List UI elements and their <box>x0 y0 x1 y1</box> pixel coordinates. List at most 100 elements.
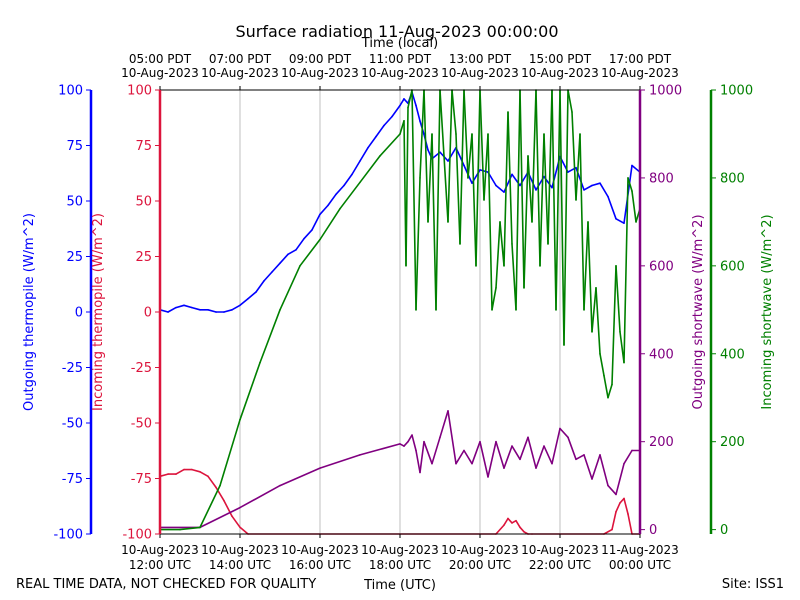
axis-tick-label: 75 <box>66 139 83 154</box>
line-segment <box>439 89 445 157</box>
line-segment <box>403 98 409 105</box>
line-segment <box>259 308 281 364</box>
line-segment <box>511 445 521 461</box>
line-segment <box>239 297 249 307</box>
bottom-tick-time: 00:00 UTC <box>609 558 671 572</box>
axis-tick-label: 100 <box>127 84 152 99</box>
axis-tick-label: 800 <box>649 171 674 186</box>
bottom-tick-date: 11-Aug-2023 <box>601 543 679 557</box>
line-segment <box>519 89 525 289</box>
axis-tick-label: 25 <box>135 250 152 265</box>
line-segment <box>551 427 561 465</box>
line-segment <box>435 89 441 311</box>
line-segment <box>499 221 505 267</box>
axis-tick-label: 0 <box>720 523 728 538</box>
line-segment <box>631 190 637 223</box>
line-segment <box>391 104 401 118</box>
line-segment <box>403 440 409 447</box>
line-segment <box>543 133 549 245</box>
bottom-tick-time: 12:00 UTC <box>129 558 191 572</box>
axis-title: Incoming thermopile (W/m^2) <box>91 213 106 411</box>
series-outgoing-shortwave <box>159 410 641 529</box>
axis-tick-label: 200 <box>649 435 674 450</box>
line-segment <box>415 104 421 122</box>
bottom-tick-date: 10-Aug-2023 <box>121 543 199 557</box>
line-segment <box>279 264 301 311</box>
axis-title: Outgoing shortwave (W/m^2) <box>691 214 706 409</box>
line-segment <box>287 249 297 256</box>
top-tick-time: 09:00 PDT <box>289 52 352 66</box>
line-segment <box>583 454 593 480</box>
line-segment <box>443 155 449 223</box>
line-segment <box>527 436 537 469</box>
line-segment <box>319 204 329 216</box>
axis-tick-label: 75 <box>135 139 152 154</box>
axis-tick-label: 600 <box>720 259 745 274</box>
line-segment <box>555 89 561 311</box>
line-segment <box>471 133 477 267</box>
line-segment <box>343 173 353 187</box>
line-segment <box>575 454 585 461</box>
line-segment <box>367 135 377 149</box>
line-segment <box>631 164 641 173</box>
footer-quality-note: REAL TIME DATA, NOT CHECKED FOR QUALITY <box>16 577 316 592</box>
line-segment <box>607 484 617 496</box>
line-segment <box>319 207 341 241</box>
line-segment <box>159 473 169 478</box>
line-segment <box>407 434 413 443</box>
line-segment <box>199 506 241 529</box>
line-segment <box>247 291 257 300</box>
axis-in-sw: 0 200 400 600 800 1000 Incoming shortwave (W/m… <box>709 84 775 538</box>
line-segment <box>523 155 529 289</box>
line-segment <box>615 502 621 513</box>
line-segment <box>167 306 177 313</box>
line-segment <box>159 308 169 313</box>
line-segment <box>543 445 553 465</box>
axis-tick-label: 400 <box>649 347 674 362</box>
top-tick-time: 17:00 PDT <box>609 52 672 66</box>
line-segment <box>207 475 217 489</box>
line-segment <box>319 454 361 469</box>
top-tick-date: 10-Aug-2023 <box>601 66 679 80</box>
line-segment <box>231 515 241 529</box>
line-segment <box>547 89 553 245</box>
line-segment <box>619 497 625 504</box>
line-segment <box>295 237 305 251</box>
line-segment <box>405 106 409 267</box>
line-segment <box>451 89 457 135</box>
line-segment <box>179 526 201 531</box>
line-segment <box>587 221 593 333</box>
line-segment <box>531 89 537 223</box>
top-tick-time: 13:00 PDT <box>449 52 512 66</box>
line-segment <box>519 436 529 461</box>
line-segment <box>503 517 509 526</box>
line-segment <box>431 133 437 311</box>
axis-tick-label: -50 <box>131 417 152 432</box>
axis-tick-label: 0 <box>144 306 152 321</box>
line-segment <box>199 484 221 529</box>
axis-tick-label: -100 <box>122 528 152 543</box>
line-segment <box>567 89 573 113</box>
line-segment <box>411 434 417 452</box>
line-segment <box>339 181 361 210</box>
bottom-tick-time: 22:00 UTC <box>529 558 591 572</box>
bottom-tick-time: 18:00 UTC <box>369 558 431 572</box>
line-segment <box>583 184 593 191</box>
line-segment <box>503 445 513 469</box>
line-segment <box>175 468 185 475</box>
axis-tick-label: 0 <box>649 523 657 538</box>
top-tick-time: 05:00 PDT <box>129 52 192 66</box>
line-segment <box>431 436 441 465</box>
axis-tick-label: -50 <box>62 417 83 432</box>
line-segment <box>623 177 629 364</box>
line-segment <box>467 133 473 179</box>
line-segment <box>447 410 457 465</box>
line-segment <box>579 133 585 311</box>
line-segment <box>463 89 469 179</box>
line-segment <box>539 133 545 267</box>
line-segment <box>335 184 345 196</box>
axis-tick-label: 1000 <box>720 84 753 99</box>
line-segment <box>223 308 233 313</box>
line-segment <box>231 304 241 311</box>
line-segment <box>479 89 485 201</box>
